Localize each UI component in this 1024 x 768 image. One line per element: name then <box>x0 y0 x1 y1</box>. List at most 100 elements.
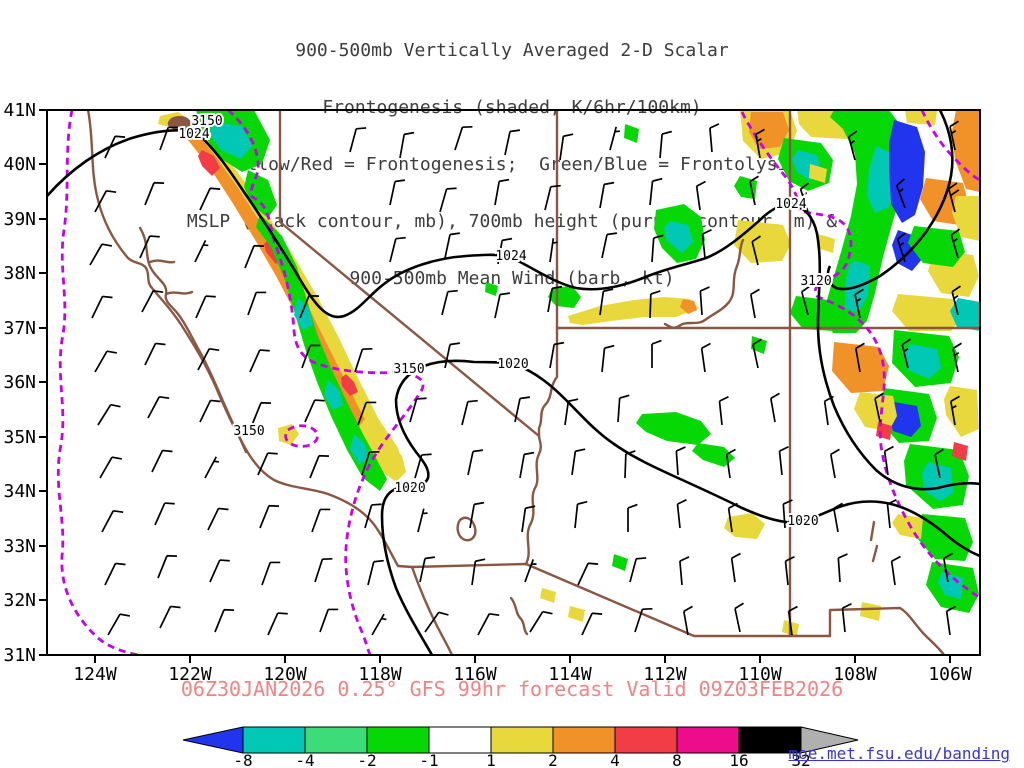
colorbar-segment <box>614 726 678 754</box>
wind-barb <box>896 232 906 263</box>
shading-region <box>210 122 252 159</box>
wind-barb <box>367 559 384 586</box>
lat-tick-label: 32N <box>3 590 36 611</box>
wind-barb <box>444 232 461 259</box>
shading-region <box>916 514 973 561</box>
colorbar: -8 -4 -2 -1 1 2 4 8 16 32 <box>182 726 859 768</box>
axes-layer: 41N 40N 39N 38N 37N 36N 35N 34N 33N 32N 31N 124W 122… <box>3 100 981 685</box>
lat-tick-label: 34N <box>3 481 36 502</box>
height-contour <box>740 111 980 600</box>
shading-region <box>568 297 699 325</box>
wind-barb <box>497 237 513 265</box>
wind-barb <box>419 556 436 583</box>
wind-barb <box>469 501 485 529</box>
shading-region <box>888 402 921 437</box>
wind-barb <box>521 505 536 533</box>
colorbar-left-arrow <box>182 726 244 754</box>
wind-barb <box>651 339 662 368</box>
lat-tick-label: 38N <box>3 263 36 284</box>
wind-barb <box>244 244 265 269</box>
contour-label: 3150 <box>233 424 264 439</box>
wind-barb <box>601 344 615 373</box>
wind-barb <box>319 608 339 633</box>
shading-region <box>817 234 835 253</box>
lon-tick-label: 116W <box>453 664 497 685</box>
state-boundary <box>537 110 559 438</box>
colorbar-segment <box>428 726 492 754</box>
shading-region <box>904 344 941 379</box>
wind-barb <box>782 499 793 529</box>
colorbar-segment <box>366 726 430 754</box>
height-contour <box>56 110 139 655</box>
wind-barb <box>784 555 795 586</box>
wind-barb <box>874 392 884 423</box>
wind-barb <box>725 448 736 479</box>
shading-region <box>892 294 963 331</box>
wind-barb <box>97 403 121 426</box>
colorbar-tick-label: 4 <box>610 751 620 768</box>
wind-barb <box>577 562 599 586</box>
wind-barb <box>617 394 630 423</box>
wind-barb <box>154 502 175 526</box>
lon-tick-label: 108W <box>833 664 877 685</box>
forecast-valid-text: 06Z30JAN2026 0.25° GFS 99hr forecast Val… <box>180 677 844 701</box>
wind-barb <box>299 294 320 319</box>
wind-barb <box>409 397 427 423</box>
wind-barb <box>349 127 367 153</box>
wind-barb <box>247 291 267 316</box>
wind-barb <box>144 342 166 366</box>
wind-barb <box>107 613 130 636</box>
colorbar-tick-label: 1 <box>486 751 496 768</box>
wind-barb <box>695 180 706 211</box>
mslp-contour <box>380 359 980 655</box>
lon-tick-label: 106W <box>928 664 972 685</box>
colorbar-tick-label: -8 <box>233 751 252 768</box>
colorbar-tick-label: 16 <box>729 751 748 768</box>
wind-barb <box>101 509 124 533</box>
colorbar-tick-label: -2 <box>357 751 376 768</box>
contour-label: 1024 <box>495 249 526 264</box>
shading-region <box>950 298 980 331</box>
wind-barb <box>444 342 461 369</box>
wind-barb <box>829 448 840 479</box>
state-boundary <box>509 596 529 636</box>
wind-barb <box>754 128 765 159</box>
lon-tick-label: 114W <box>548 664 592 685</box>
wind-barb <box>441 289 458 316</box>
colorbar-tick-label: 8 <box>672 751 682 768</box>
wind-barb <box>749 288 760 319</box>
lon-tick-label: 120W <box>263 664 307 685</box>
shading-region <box>790 296 843 331</box>
wind-barb <box>454 125 473 151</box>
lat-tick-label: 40N <box>3 154 36 175</box>
lon-tick-label: 110W <box>738 664 782 685</box>
wind-barb <box>841 602 852 633</box>
wind-barb <box>461 399 478 426</box>
wind-barb <box>952 342 962 373</box>
wind-barb <box>361 450 380 476</box>
shading-region <box>294 298 313 330</box>
wind-barb <box>709 123 720 153</box>
wind-barb <box>718 395 729 426</box>
wind-barb <box>157 554 178 579</box>
wind-barb <box>699 286 710 316</box>
wind-barb <box>141 289 164 313</box>
wind-barb <box>514 396 531 423</box>
colorbar-segment <box>552 726 616 754</box>
wind-barb <box>945 605 956 636</box>
shading-region <box>612 554 628 571</box>
wind-barb <box>94 350 117 373</box>
shading-region <box>944 386 979 437</box>
wind-barb <box>304 399 325 423</box>
wind-barb <box>581 612 603 636</box>
shading-region <box>692 443 735 467</box>
wind-barb <box>676 498 687 529</box>
colorbar-segment <box>304 726 368 754</box>
banding-link[interactable]: moe.met.fsu.edu/banding <box>788 744 1010 763</box>
wind-barb <box>89 243 112 266</box>
wind-barb <box>94 189 117 213</box>
wind-barb <box>950 228 960 259</box>
wind-barb <box>749 175 759 206</box>
colorbar-segment <box>242 726 306 754</box>
